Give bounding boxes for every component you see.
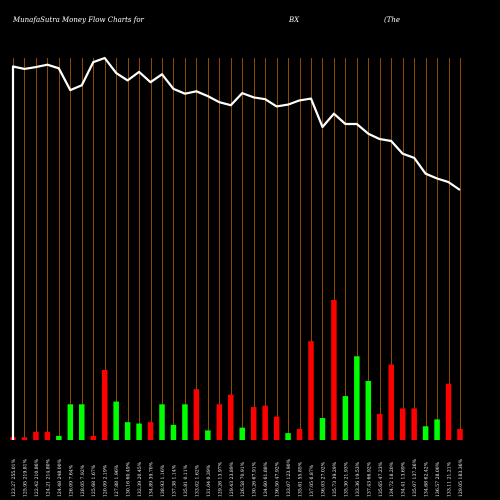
money-flow-bar bbox=[33, 431, 39, 440]
x-tick-label: 136.03 27.02% bbox=[320, 461, 326, 497]
x-tick-label: 134.41 13.69% bbox=[401, 461, 407, 497]
x-tick-label: 135.65 47.23% bbox=[378, 461, 384, 497]
money-flow-bar bbox=[399, 408, 406, 440]
money-flow-bar bbox=[101, 370, 108, 440]
x-tick-label: 136.50 47.92% bbox=[275, 461, 281, 497]
gridlines bbox=[13, 58, 461, 440]
x-tick-label: 125.95 219.81% bbox=[22, 458, 28, 497]
money-flow-bar bbox=[331, 300, 337, 440]
x-tick-label: 129.26 13.97% bbox=[217, 461, 223, 497]
money-flow-bar bbox=[21, 437, 28, 440]
x-tick-label: 135.30 21.93% bbox=[343, 461, 349, 497]
money-flow-bar bbox=[182, 404, 188, 440]
x-tick-label: 122.42 210.86% bbox=[34, 458, 40, 497]
money-flow-bar bbox=[216, 404, 223, 440]
price-line bbox=[11, 56, 461, 440]
money-flow-bar bbox=[56, 435, 62, 440]
money-flow-bar bbox=[239, 427, 245, 440]
money-flow-bar bbox=[296, 429, 303, 440]
money-flow-bar bbox=[285, 433, 291, 440]
x-tick-label: 133.02 1.62% bbox=[194, 464, 200, 497]
x-tick-label: 132.39 20.45% bbox=[137, 461, 143, 497]
x-tick-label: 134.60 61.88% bbox=[263, 461, 269, 497]
x-tick-label: 130.16 60.49% bbox=[126, 461, 132, 497]
money-flow-bar bbox=[170, 424, 177, 440]
x-tick-label: 135.61 55.85% bbox=[298, 461, 304, 497]
money-flow-bar bbox=[319, 418, 326, 440]
x-tick-label: 129.05 183.36% bbox=[458, 458, 464, 497]
money-flow-bar bbox=[273, 416, 280, 440]
money-flow-bar bbox=[193, 389, 200, 440]
money-flow-bar bbox=[434, 419, 440, 440]
x-tick-label: 133.07 123.90% bbox=[286, 458, 292, 497]
x-tick-label: 134.89 39.70% bbox=[149, 461, 155, 497]
x-tick-label: 136.57 28.00% bbox=[435, 461, 441, 497]
money-flow-bar bbox=[90, 435, 96, 440]
x-tick-label: 126.09 7.64% bbox=[68, 464, 74, 497]
price-line-group bbox=[11, 56, 461, 440]
x-tick-label: 123.27 255.01% bbox=[11, 458, 17, 497]
x-tick-label: 129.43 23.89% bbox=[229, 461, 235, 497]
x-tick-label: 124.48 248.00% bbox=[57, 458, 63, 497]
x-tick-label: 120.09 2.19% bbox=[103, 464, 109, 497]
x-tick-label: 135.73 39.29% bbox=[332, 461, 338, 497]
money-flow-bar bbox=[445, 383, 452, 440]
money-flow-bar bbox=[228, 394, 234, 440]
x-tick-label: 127.88 1.96% bbox=[114, 464, 120, 497]
money-flow-bars bbox=[10, 300, 463, 440]
money-flow-bar bbox=[67, 404, 74, 440]
chart-title-left: MunafaSutra Money Flow Charts for bbox=[12, 16, 145, 24]
money-flow-bar bbox=[388, 364, 394, 440]
chart-title-right: (The bbox=[384, 16, 400, 24]
money-flow-bar bbox=[342, 396, 349, 440]
money-flow-bar bbox=[365, 380, 372, 440]
x-tick-labels: 123.27 255.01% 125.95 219.81% 122.42 210.8… bbox=[11, 458, 464, 497]
x-tick-label: 130.26 67.91% bbox=[252, 461, 258, 497]
money-flow-bar bbox=[422, 426, 429, 440]
x-tick-label: 135.81 0.11% bbox=[183, 464, 189, 497]
money-flow-bar bbox=[262, 405, 268, 440]
money-flow-bar bbox=[44, 431, 51, 440]
money-flow-bar bbox=[124, 422, 131, 440]
x-tick-label: 125.68 1.67% bbox=[91, 464, 97, 497]
x-tick-label: 128.05 7.92% bbox=[80, 464, 86, 497]
x-tick-label: 137.05 6.87% bbox=[309, 464, 315, 497]
x-tick-label: 137.38 1.14% bbox=[171, 464, 177, 497]
money-flow-bar bbox=[79, 404, 85, 440]
x-tick-label: 124.21 214.80% bbox=[45, 458, 51, 497]
x-tick-label: 126.58 70.91% bbox=[240, 461, 246, 497]
money-flow-bar bbox=[377, 413, 383, 440]
x-tick-label: 137.43 66.92% bbox=[366, 461, 372, 497]
x-tick-label: 134.68 62.42% bbox=[424, 461, 430, 497]
money-flow-bar bbox=[147, 422, 154, 440]
x-tick-label: 133.36 19.53% bbox=[355, 461, 361, 497]
money-flow-bar bbox=[250, 407, 257, 440]
money-flow-bar bbox=[159, 404, 165, 440]
x-tick-label: 135.07 137.26% bbox=[412, 458, 418, 497]
money-flow-bar bbox=[113, 401, 119, 440]
x-tick-label: 134.72 18.20% bbox=[389, 461, 395, 497]
x-tick-label: 133.11 21.21% bbox=[447, 461, 453, 497]
money-flow-bar bbox=[136, 423, 142, 440]
money-flow-bar bbox=[308, 341, 314, 440]
x-tick-label: 131.04 0.39% bbox=[206, 464, 212, 497]
money-flow-bar bbox=[354, 356, 360, 440]
money-flow-bar bbox=[457, 429, 463, 440]
money-flow-bar bbox=[205, 430, 211, 440]
money-flow-bar bbox=[411, 408, 417, 440]
chart-title-ticker: BX bbox=[288, 16, 300, 24]
x-tick-label: 138.93 1.16% bbox=[160, 464, 166, 497]
